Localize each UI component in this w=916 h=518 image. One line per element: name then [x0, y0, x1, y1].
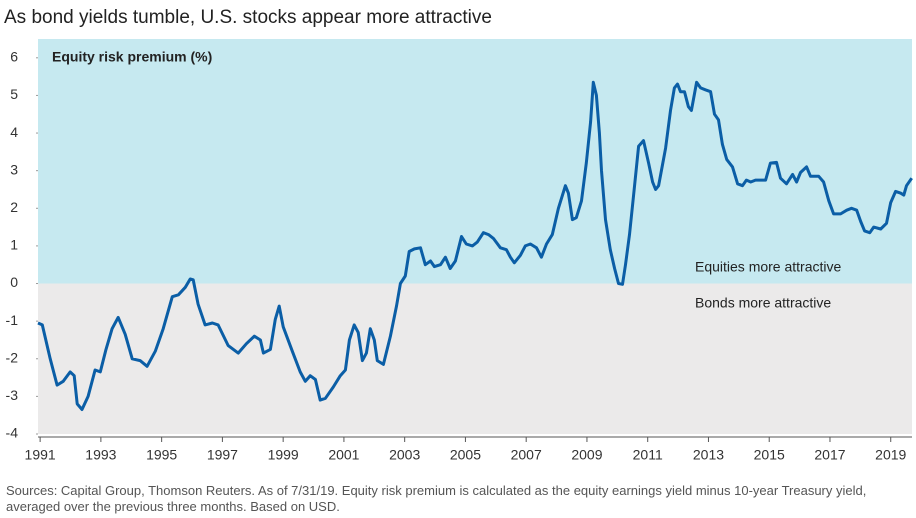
y-tick-label: 0 — [10, 274, 18, 290]
y-tick-label: 2 — [10, 199, 18, 215]
y-tick-label: -3 — [6, 387, 19, 403]
x-tick-label: 2013 — [693, 447, 724, 463]
y-tick-label: -2 — [6, 349, 19, 365]
negative-region — [38, 283, 912, 434]
x-tick-label: 2015 — [754, 447, 785, 463]
x-tick-label: 2003 — [389, 447, 420, 463]
x-tick-label: 1995 — [146, 447, 177, 463]
y-tick-label: 3 — [10, 161, 18, 177]
x-tick-label: 1991 — [25, 447, 56, 463]
x-tick-label: 2005 — [450, 447, 481, 463]
positive-region — [38, 39, 912, 284]
y-tick-label: -4 — [6, 425, 19, 441]
x-tick-label: 2007 — [511, 447, 542, 463]
x-tick-label: 2019 — [875, 447, 906, 463]
y-tick-label: 4 — [10, 124, 18, 140]
data-line — [37, 80, 913, 411]
y-tick-label: 1 — [10, 237, 18, 253]
x-tick-label: 1999 — [268, 447, 299, 463]
x-tick-label: 2001 — [328, 447, 359, 463]
source-note: Sources: Capital Group, Thomson Reuters.… — [6, 483, 867, 514]
x-tick-label: 1997 — [207, 447, 238, 463]
y-axis-label: Equity risk premium (%) — [52, 49, 212, 65]
x-tick-label: 2017 — [814, 447, 845, 463]
chart-title: As bond yields tumble, U.S. stocks appea… — [4, 7, 492, 28]
x-tick-label: 2011 — [633, 447, 663, 463]
annotation: Equities more attractive — [695, 259, 841, 275]
annotation: Bonds more attractive — [695, 295, 831, 311]
x-tick-label: 2009 — [571, 447, 602, 463]
y-tick-label: 6 — [10, 49, 18, 65]
y-tick-label: -1 — [6, 312, 19, 328]
y-tick-label: 5 — [10, 86, 18, 102]
x-tick-label: 1993 — [85, 447, 116, 463]
